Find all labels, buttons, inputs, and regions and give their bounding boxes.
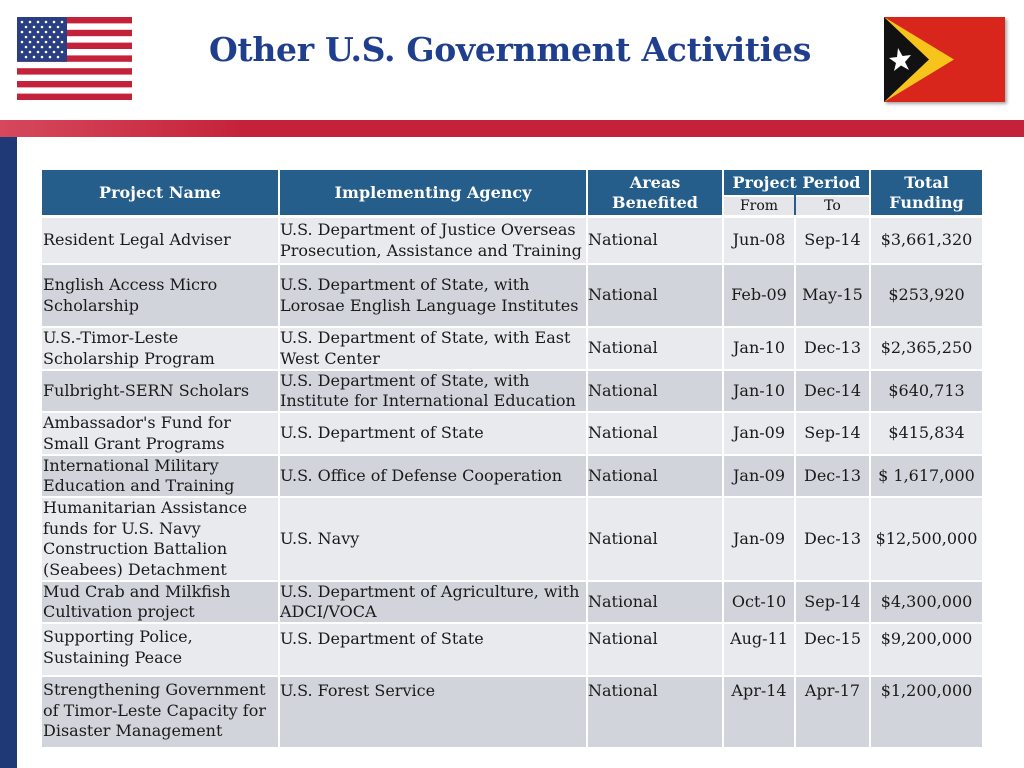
project-name: English Access Micro Scholarship [42,265,278,326]
project-name: Fulbright-SERN Scholars [42,371,278,411]
project-name: Humanitarian Assistance funds for U.S. N… [42,498,278,580]
funding: $2,365,250 [871,328,982,369]
area: National [588,328,722,369]
area: National [588,371,722,411]
project-name: Strengthening Government of Timor-Leste … [42,677,278,747]
header-to: To [796,197,869,215]
area: National [588,624,722,675]
project-name: International Military Education and Tra… [42,456,278,496]
period-from: Apr-14 [724,677,794,747]
period-from: Jan-09 [724,456,794,496]
table-row: Mud Crab and Milkfish Cultivation projec… [42,582,982,622]
table-row: International Military Education and Tra… [42,456,982,496]
period-from: Oct-10 [724,582,794,622]
accent-blue-bar [0,137,17,768]
timor-leste-flag-icon [884,17,1005,102]
period-from: Jun-08 [724,218,794,263]
agency: U.S. Department of State, with Lorosae E… [280,265,586,326]
period-from: Jan-10 [724,328,794,369]
period-to: Apr-17 [796,677,869,747]
period-from: Jan-09 [724,413,794,454]
agency: U.S. Department of State, with East West… [280,328,586,369]
period-to: May-15 [796,265,869,326]
table-row: Humanitarian Assistance funds for U.S. N… [42,498,982,580]
header-project-period: Project Period [724,170,869,195]
period-from: Aug-11 [724,624,794,675]
funding: $415,834 [871,413,982,454]
agency: U.S. Department of State, with Institute… [280,371,586,411]
funding: $3,661,320 [871,218,982,263]
accent-red-bar [0,120,1024,137]
period-to: Dec-15 [796,624,869,675]
table-row: Fulbright-SERN Scholars U.S. Department … [42,371,982,411]
period-from: Feb-09 [724,265,794,326]
header-agency: Implementing Agency [280,170,586,215]
agency: U.S. Office of Defense Cooperation [280,456,586,496]
funding: $9,200,000 [871,624,982,675]
funding: $4,300,000 [871,582,982,622]
period-to: Dec-13 [796,498,869,580]
header-funding: Total Funding [871,170,982,215]
funding: $12,500,000 [871,498,982,580]
table-row: Ambassador's Fund for Small Grant Progra… [42,413,982,454]
header-from: From [724,197,794,215]
project-name: Supporting Police, Sustaining Peace [42,624,278,675]
header-project-name: Project Name [42,170,278,215]
period-to: Sep-14 [796,413,869,454]
period-to: Sep-14 [796,582,869,622]
agency: U.S. Department of Justice Overseas Pros… [280,218,586,263]
agency: U.S. Navy [280,498,586,580]
project-name: U.S.-Timor-Leste Scholarship Program [42,328,278,369]
area: National [588,265,722,326]
table-row: Strengthening Government of Timor-Leste … [42,677,982,747]
page-title: Other U.S. Government Activities [150,30,870,69]
table-row: English Access Micro Scholarship U.S. De… [42,265,982,326]
agency: U.S. Forest Service [280,677,586,747]
project-name: Resident Legal Adviser [42,218,278,263]
period-to: Dec-14 [796,371,869,411]
table-row: Resident Legal Adviser U.S. Department o… [42,218,982,263]
table-row: Supporting Police, Sustaining Peace U.S.… [42,624,982,675]
us-flag-icon [17,17,132,100]
project-name: Ambassador's Fund for Small Grant Progra… [42,413,278,454]
period-to: Dec-13 [796,456,869,496]
period-to: Dec-13 [796,328,869,369]
period-from: Jan-10 [724,371,794,411]
header: Other U.S. Government Activities [0,0,1024,120]
header-areas: Areas Benefited [588,170,722,215]
area: National [588,218,722,263]
funding: $253,920 [871,265,982,326]
period-to: Sep-14 [796,218,869,263]
agency: U.S. Department of Agriculture, with ADC… [280,582,586,622]
project-name: Mud Crab and Milkfish Cultivation projec… [42,582,278,622]
area: National [588,456,722,496]
table-row: U.S.-Timor-Leste Scholarship Program U.S… [42,328,982,369]
area: National [588,677,722,747]
agency: U.S. Department of State [280,413,586,454]
funding: $1,200,000 [871,677,982,747]
area: National [588,498,722,580]
period-from: Jan-09 [724,498,794,580]
funding: $ 1,617,000 [871,456,982,496]
agency: U.S. Department of State [280,624,586,675]
area: National [588,413,722,454]
funding: $640,713 [871,371,982,411]
area: National [588,582,722,622]
